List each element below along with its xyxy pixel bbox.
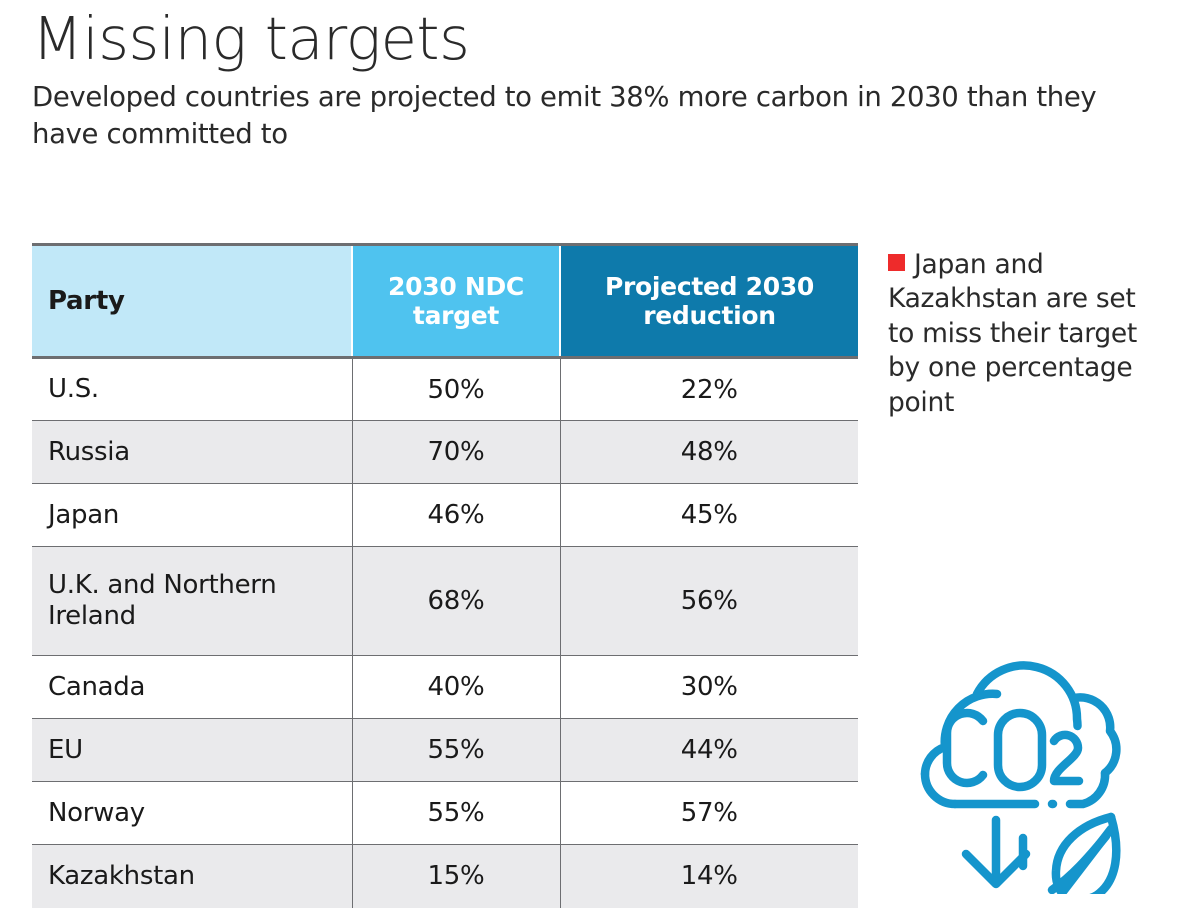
table-header: Party 2030 NDC target Projected 2030 red… [32,243,858,359]
cell-party: Canada [32,655,352,719]
cell-party: Kazakhstan [48,860,195,891]
cell-projected-reduction: 57% [559,781,858,845]
table-row: Kazakhstan 15% 14% [32,844,858,908]
red-square-bullet-icon [888,254,905,271]
table-row: U.S. 50% 22% [32,357,858,421]
cell-ndc-target: 55% [351,781,560,845]
co2-cloud-reduction-icon [878,622,1158,894]
annotation-text-wrapper: Japan and Kazakhstan are set to miss the… [888,248,1154,420]
targets-table: Party 2030 NDC target Projected 2030 red… [32,243,858,908]
cell-ndc-target: 46% [351,483,560,547]
cell-projected-reduction: 14% [559,844,858,908]
column-header-party: Party [32,243,352,359]
table-row: U.K. and Northern Ireland 68% 56% [32,546,858,656]
cell-party: U.S. [32,357,352,421]
cell-party: U.K. and Northern Ireland [32,546,352,656]
cell-projected-reduction: 44% [559,718,858,782]
cell-party: Japan [32,483,352,547]
cell-party: Russia [32,420,352,484]
cell-ndc-target: 50% [351,357,560,421]
cell-ndc-target: 55% [351,718,560,782]
cell-ndc-target: 15% [351,844,560,908]
table-row: Japan 46% 45% [32,483,858,547]
cell-ndc-target: 68% [351,546,560,656]
table-body: U.S. 50% 22% Russia 70% 48% Japan 46% 45… [32,357,858,908]
cell-projected-reduction: 48% [559,420,858,484]
table-row: EU 55% 44% [32,718,858,782]
header-block: Missing targets Developed countries are … [32,4,1172,154]
cell-ndc-target: 70% [351,420,560,484]
table-row: Norway 55% 57% [32,781,858,845]
cell-projected-reduction: 30% [559,655,858,719]
column-header-ndc-target: 2030 NDC target [351,243,560,359]
page-title: Missing targets [32,4,470,73]
table-header-row: Party 2030 NDC target Projected 2030 red… [32,243,858,359]
targets-table-wrapper: Party 2030 NDC target Projected 2030 red… [32,243,858,908]
annotation-block: Japan and Kazakhstan are set to miss the… [888,248,1154,420]
page-subtitle: Developed countries are projected to emi… [32,81,1097,151]
table-row: Canada 40% 30% [32,655,858,719]
cell-projected-reduction: 22% [559,357,858,421]
cell-party: EU [32,718,352,782]
cell-ndc-target: 40% [351,655,560,719]
table-row: Russia 70% 48% [32,420,858,484]
annotation-text: Japan and Kazakhstan are set to miss the… [888,249,1137,418]
cell-projected-reduction: 45% [559,483,858,547]
cell-party: Norway [32,781,352,845]
column-header-projected-reduction: Projected 2030 reduction [559,243,858,359]
cell-projected-reduction: 56% [559,546,858,656]
